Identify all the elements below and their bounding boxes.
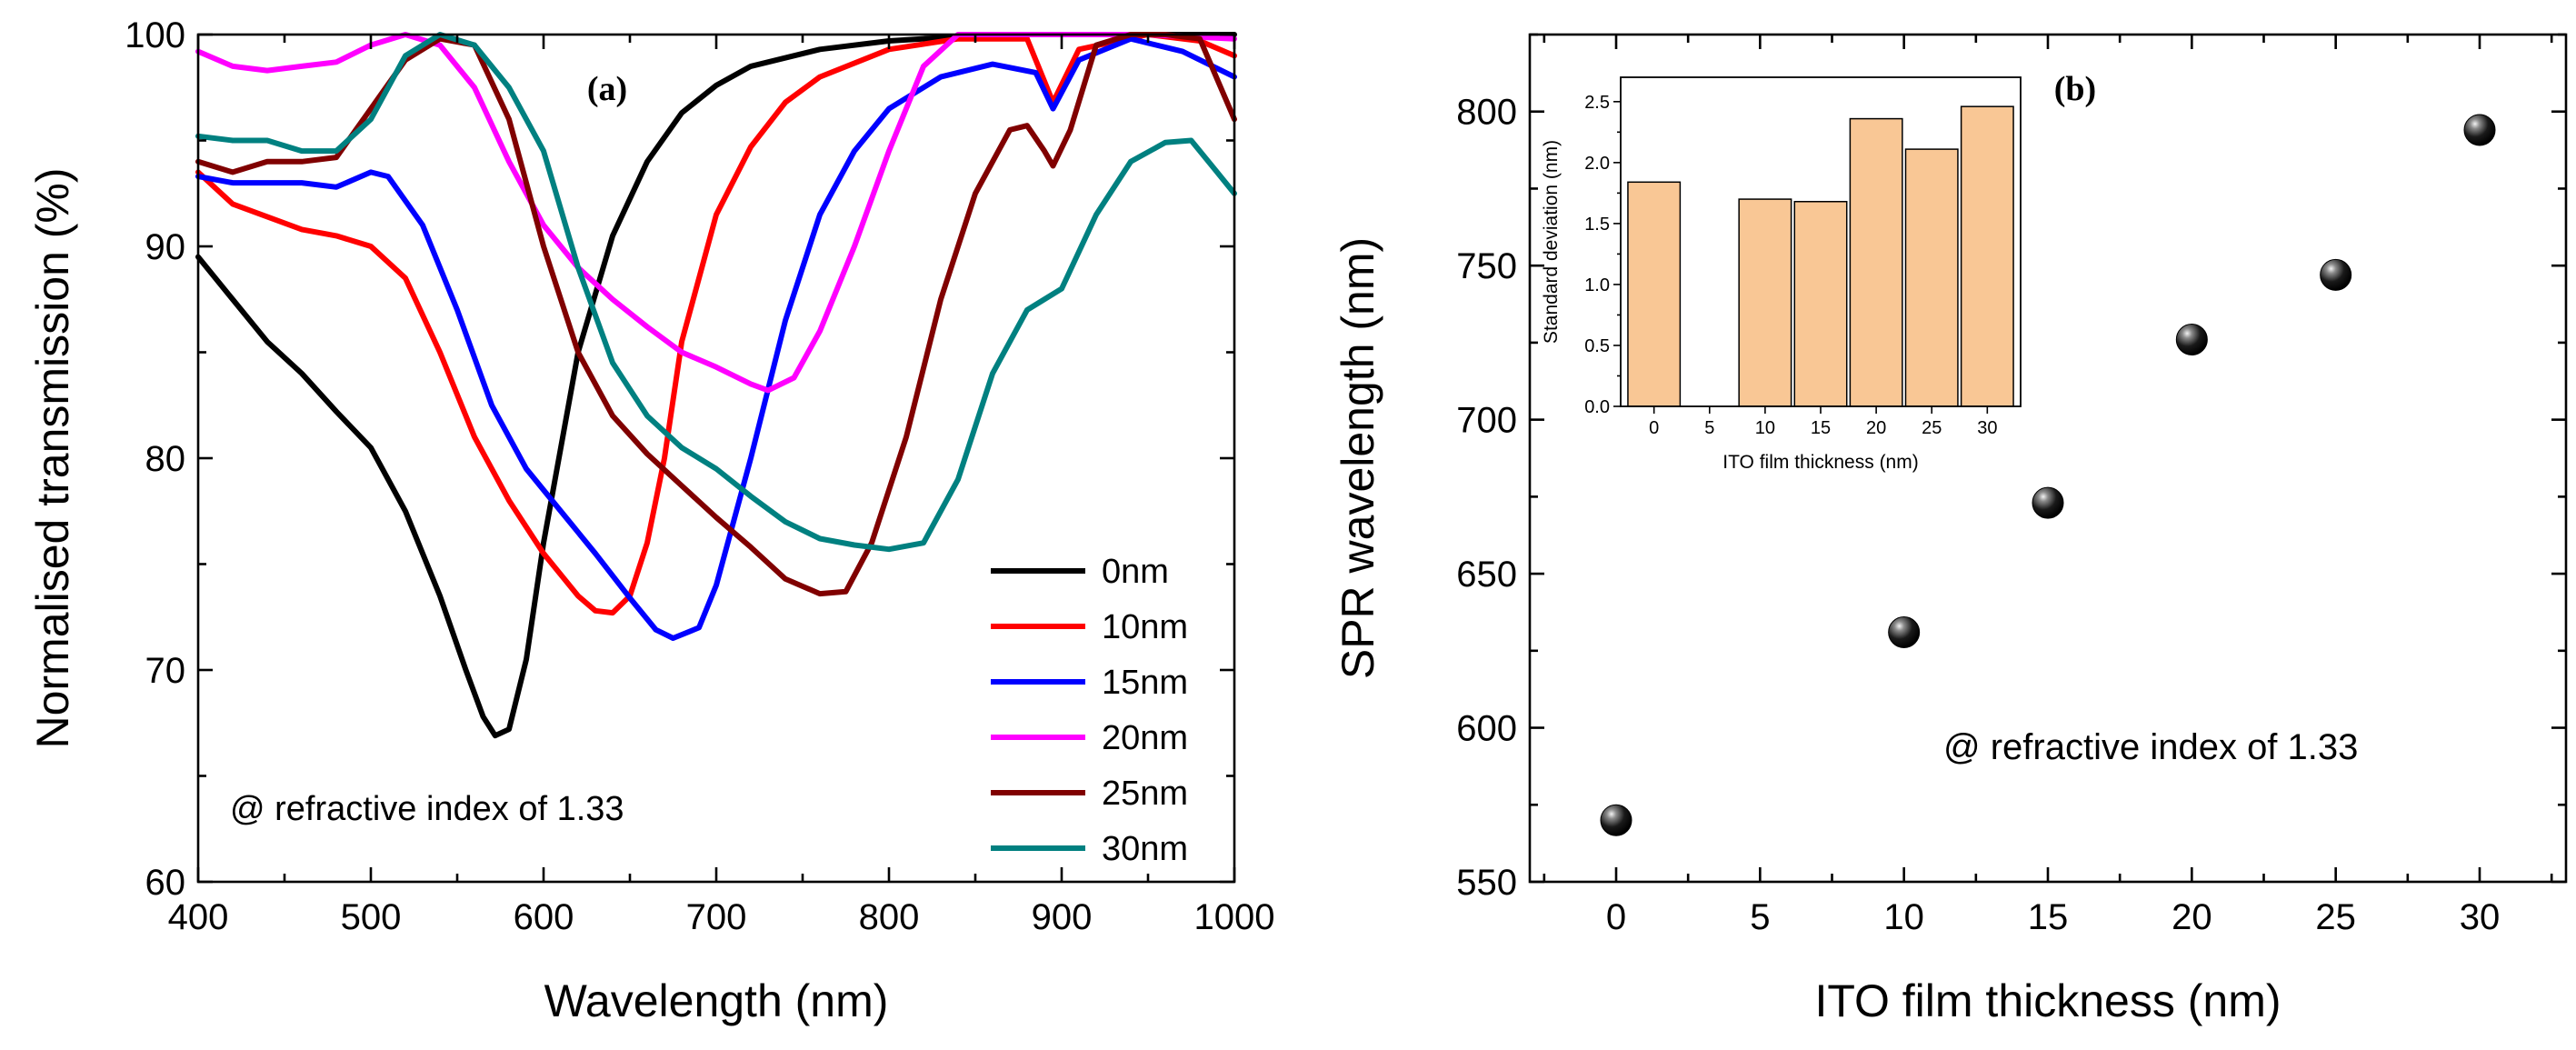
a-x-tick-label: 400 xyxy=(168,897,229,937)
inset-x-tick-label: 15 xyxy=(1811,418,1831,438)
a-y-tick-label: 100 xyxy=(125,15,185,55)
b-data-point-4 xyxy=(2320,258,2352,291)
a-axis-ticks: 400 500 600 700 800 900 1000 60 70 80 90 100 xyxy=(125,15,1274,937)
a-y-tick-label: 70 xyxy=(145,651,186,691)
b-data-point-5 xyxy=(2463,114,2496,146)
b-panel-label: (b) xyxy=(2054,70,2096,108)
a-y-tick-label: 80 xyxy=(145,439,186,479)
inset-y-tick-label: 0.5 xyxy=(1584,336,1610,356)
inset-x-tick-label: 0 xyxy=(1649,418,1659,438)
a-x-tick-label: 500 xyxy=(341,897,402,937)
inset-bar-3 xyxy=(1849,117,1903,407)
b-x-tick-label: 10 xyxy=(1883,897,1924,937)
inset-y-tick-label: 2.0 xyxy=(1584,154,1610,174)
inset-x-tick-label: 25 xyxy=(1922,418,1942,438)
b-y-tick-label: 550 xyxy=(1456,863,1517,903)
b-x-tick-label: 20 xyxy=(2172,897,2212,937)
a-x-axis-title: Wavelength (nm) xyxy=(544,975,889,1026)
a-series-line-0 xyxy=(195,32,1237,739)
panel-a-transmission-chart: 400 500 600 700 800 900 1000 60 70 80 90 100 Wavele… xyxy=(27,15,1274,1026)
a-series-line-5 xyxy=(195,32,1237,553)
a-series-line-1 xyxy=(195,32,1237,616)
a-legend-label-1: 10nm xyxy=(1102,608,1188,646)
b-data-points xyxy=(1600,114,2496,836)
b-data-point-0 xyxy=(1600,804,1632,836)
a-y-tick-label: 60 xyxy=(145,863,186,903)
b-x-tick-label: 30 xyxy=(2460,897,2501,937)
inset-x-tick-label: 10 xyxy=(1755,418,1775,438)
b-data-point-1 xyxy=(1888,615,1921,648)
a-legend-label-2: 15nm xyxy=(1102,664,1188,702)
inset-y-tick-label: 1.0 xyxy=(1584,275,1610,295)
b-inset-bar-chart: 0 5 10 15 20 25 30 0.0 0.5 1.0 1.5 2.0 2.5 ITO film … xyxy=(1541,76,2022,473)
inset-x-tick-label: 5 xyxy=(1704,418,1714,438)
a-y-axis-title: Normalised transmission (%) xyxy=(27,167,78,748)
a-series-line-2 xyxy=(195,35,1237,641)
a-x-tick-label: 800 xyxy=(859,897,920,937)
b-x-axis-title: ITO film thickness (nm) xyxy=(1814,975,2281,1026)
inset-axis-ticks: 0 5 10 15 20 25 30 0.0 0.5 1.0 1.5 2.0 2.5 xyxy=(1584,93,1997,438)
inset-bar-2 xyxy=(1793,201,1848,407)
inset-bars xyxy=(1627,105,2014,407)
a-x-tick-label: 1000 xyxy=(1194,897,1275,937)
inset-bar-1 xyxy=(1738,198,1792,407)
b-data-point-3 xyxy=(2175,324,2208,356)
inset-y-tick-label: 1.5 xyxy=(1584,215,1610,235)
a-annotation: @ refractive index of 1.33 xyxy=(230,790,624,828)
b-x-tick-label: 15 xyxy=(2028,897,2069,937)
a-y-tick-label: 90 xyxy=(145,227,186,267)
b-axis-ticks: 0 5 10 15 20 25 30 550 600 650 700 750 800 xyxy=(1456,33,2566,937)
a-panel-label: (a) xyxy=(587,70,627,108)
a-series-group xyxy=(195,32,1237,739)
b-y-tick-label: 800 xyxy=(1456,93,1517,133)
inset-y-axis-title: Standard deviation (nm) xyxy=(1541,140,1562,344)
inset-bar-0 xyxy=(1627,181,1682,407)
a-legend: 0nm 10nm 15nm 20nm 25nm 30nm xyxy=(991,553,1188,868)
b-y-tick-label: 650 xyxy=(1456,555,1517,595)
b-y-axis-title: SPR wavelength (nm) xyxy=(1333,237,1383,679)
inset-x-tick-label: 20 xyxy=(1866,418,1886,438)
a-x-tick-label: 700 xyxy=(686,897,747,937)
inset-bar-4 xyxy=(1904,148,1959,407)
b-x-tick-label: 25 xyxy=(2315,897,2356,937)
inset-y-tick-label: 2.5 xyxy=(1584,93,1610,113)
b-y-tick-label: 700 xyxy=(1456,401,1517,441)
panel-b-spr-chart: 0 5 10 15 20 25 30 550 600 650 700 750 800 ITO film … xyxy=(1333,33,2568,1026)
a-legend-label-4: 25nm xyxy=(1102,775,1188,813)
a-series-line-4 xyxy=(195,32,1237,597)
inset-y-tick-label: 0.0 xyxy=(1584,397,1610,417)
a-legend-label-0: 0nm xyxy=(1102,553,1169,591)
b-y-tick-label: 750 xyxy=(1456,246,1517,286)
inset-x-tick-label: 30 xyxy=(1977,418,1997,438)
a-x-tick-label: 600 xyxy=(514,897,574,937)
inset-x-axis-title: ITO film thickness (nm) xyxy=(1722,452,1918,473)
b-y-tick-label: 600 xyxy=(1456,709,1517,749)
a-series-line-3 xyxy=(195,32,1237,394)
a-legend-label-5: 30nm xyxy=(1102,830,1188,868)
b-x-tick-label: 0 xyxy=(1606,897,1626,937)
a-x-tick-label: 900 xyxy=(1032,897,1093,937)
b-annotation: @ refractive index of 1.33 xyxy=(1943,727,2358,767)
inset-bar-5 xyxy=(1960,105,2014,407)
a-plot-frame xyxy=(196,33,1236,884)
a-legend-label-3: 20nm xyxy=(1102,719,1188,757)
b-data-point-2 xyxy=(2032,486,2064,519)
b-x-tick-label: 5 xyxy=(1750,897,1770,937)
